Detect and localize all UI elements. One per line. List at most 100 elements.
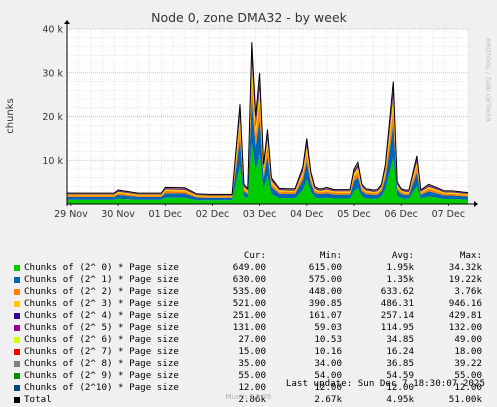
legend-value-cur: 535.00 <box>232 286 266 297</box>
legend-series-name: Chunks of (2^ 7) * Page size <box>24 346 179 357</box>
rrdtool-credit: RRDTOOL / TOBI OETIKER <box>484 38 492 122</box>
legend-value-min: 615.00 <box>308 262 342 273</box>
legend-value-avg: 34.85 <box>386 334 414 345</box>
legend-value-min: 10.16 <box>314 346 342 357</box>
legend-value-cur: 649.00 <box>232 262 266 273</box>
legend-header-max: Max: <box>459 250 482 261</box>
legend-swatch <box>14 265 20 271</box>
legend-header: Cur: Min: Avg: Max: <box>12 250 492 262</box>
legend-value-max: 12.00 <box>454 382 482 393</box>
legend-value-avg: 633.62 <box>380 286 414 297</box>
legend-series-name: Chunks of (2^ 3) * Page size <box>24 298 179 309</box>
legend-value-avg: 36.85 <box>386 358 414 369</box>
legend-series-name: Chunks of (2^ 5) * Page size <box>24 322 179 333</box>
x-tick-label: 02 Dec <box>196 209 230 220</box>
y-tick-labels: 10 k 20 k 30 k 40 k <box>42 25 63 167</box>
axes <box>64 20 478 207</box>
legend-row: Chunks of (2^ 8) * Page size 35.00 34.00 36… <box>12 358 492 370</box>
y-tick-label: 30 k <box>42 68 63 79</box>
legend-value-cur: 12.00 <box>238 382 266 393</box>
legend-value-max: 429.81 <box>448 310 482 321</box>
legend-swatch <box>14 277 20 283</box>
legend-swatch <box>14 337 20 343</box>
legend-swatch <box>14 301 20 307</box>
legend-value-cur: 521.00 <box>232 298 266 309</box>
x-tick-label: 30 Nov <box>101 209 135 220</box>
legend-value-max: 18.00 <box>454 346 482 357</box>
legend-value-max: 132.00 <box>448 322 482 333</box>
x-tick-label: 03 Dec <box>243 209 277 220</box>
legend-value-min: 448.00 <box>308 286 342 297</box>
legend-value-max: 49.00 <box>454 334 482 345</box>
legend-row: Chunks of (2^ 2) * Page size 535.00 448.00… <box>12 286 492 298</box>
legend-value-avg: 486.31 <box>380 298 414 309</box>
legend-value-max: 3.76k <box>454 286 482 297</box>
legend-value-min: 575.00 <box>308 274 342 285</box>
legend-value-avg: 54.59 <box>386 370 414 381</box>
legend-value-avg: 1.35k <box>386 274 414 285</box>
legend-row: Chunks of (2^ 3) * Page size 521.00 390.85… <box>12 298 492 310</box>
legend-value-avg: 1.95k <box>386 262 414 273</box>
x-tick-label: 06 Dec <box>384 209 418 220</box>
legend-value-min: 59.03 <box>314 322 342 333</box>
legend-value-max: 39.22 <box>454 358 482 369</box>
legend-value-cur: 27.00 <box>238 334 266 345</box>
legend-series-name: Chunks of (2^ 4) * Page size <box>24 310 179 321</box>
legend-value-max: 19.22k <box>448 274 482 285</box>
chart: Node 0, zone DMA32 - by week chunks RRDT… <box>5 10 492 220</box>
legend-row: Chunks of (2^ 6) * Page size 27.00 10.53 34… <box>12 334 492 346</box>
legend-value-avg: 4.95k <box>386 394 414 405</box>
chart-title: Node 0, zone DMA32 - by week <box>151 10 348 25</box>
legend-value-min: 2.67k <box>314 394 342 405</box>
x-axis-arrow <box>474 201 478 207</box>
legend-value-avg: 12.00 <box>386 382 414 393</box>
legend-series-name: Chunks of (2^ 2) * Page size <box>24 286 179 297</box>
y-axis-arrow <box>64 20 70 24</box>
legend-row: Chunks of (2^ 5) * Page size 131.00 59.03 1… <box>12 322 492 334</box>
series-areas <box>67 42 469 204</box>
legend-swatch <box>14 325 20 331</box>
legend-value-max: 946.16 <box>448 298 482 309</box>
legend-value-min: 54.00 <box>314 370 342 381</box>
legend-value-cur: 35.00 <box>238 358 266 369</box>
munin-version: Munin 2.0.76 <box>225 393 272 401</box>
legend-swatch <box>14 313 20 319</box>
legend-row: Chunks of (2^ 1) * Page size 630.00 575.00… <box>12 274 492 286</box>
legend-swatch <box>14 397 20 403</box>
legend-value-min: 10.53 <box>314 334 342 345</box>
legend-row: Total 2.86k 2.67k 4.95k 51.00k <box>12 394 492 406</box>
legend-value-min: 12.00 <box>314 382 342 393</box>
legend-swatch <box>14 373 20 379</box>
series-area <box>67 142 468 204</box>
legend: Cur: Min: Avg: Max: Chunks of (2^ 0) * P… <box>12 250 492 406</box>
legend-value-cur: 251.00 <box>232 310 266 321</box>
y-tick-label: 40 k <box>42 25 63 36</box>
legend-value-min: 161.07 <box>308 310 342 321</box>
legend-row: Chunks of (2^ 9) * Page size 55.00 54.00 54… <box>12 370 492 382</box>
legend-series-name: Chunks of (2^ 0) * Page size <box>24 262 179 273</box>
legend-value-cur: 55.00 <box>238 370 266 381</box>
last-update: Last update: Sun Dec 7 18:30:07 2025 <box>285 378 485 389</box>
legend-swatch <box>14 361 20 367</box>
legend-value-cur: 2.86k <box>238 394 266 405</box>
legend-value-min: 390.85 <box>308 298 342 309</box>
legend-series-name: Chunks of (2^10) * Page size <box>24 382 179 393</box>
y-axis-label: chunks <box>5 98 16 134</box>
legend-swatch <box>14 289 20 295</box>
x-tick-label: 04 Dec <box>290 209 324 220</box>
legend-header-cur: Cur: <box>243 250 266 261</box>
y-tick-label: 20 k <box>42 112 63 123</box>
legend-header-min: Min: <box>319 250 342 261</box>
legend-value-max: 51.00k <box>448 394 482 405</box>
legend-value-cur: 15.00 <box>238 346 266 357</box>
legend-swatch <box>14 349 20 355</box>
legend-value-max: 55.00 <box>454 370 482 381</box>
legend-value-avg: 16.24 <box>386 346 414 357</box>
legend-row: Chunks of (2^ 7) * Page size 15.00 10.16 16… <box>12 346 492 358</box>
legend-row: Chunks of (2^10) * Page size 12.00 12.00 12… <box>12 382 492 394</box>
legend-series-name: Total <box>24 394 52 405</box>
legend-value-avg: 114.95 <box>380 322 414 333</box>
legend-value-avg: 257.14 <box>380 310 414 321</box>
legend-series-name: Chunks of (2^ 9) * Page size <box>24 370 179 381</box>
x-tick-labels: 29 Nov 30 Nov 01 Dec 02 Dec 03 Dec 04 Dec 05 D… <box>54 204 465 220</box>
